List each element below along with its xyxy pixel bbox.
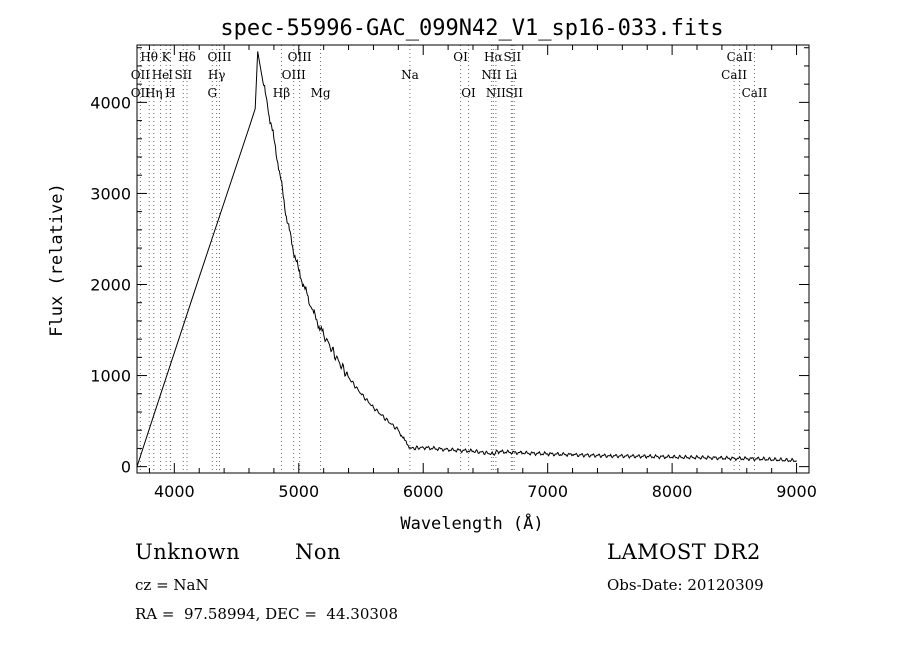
redshift-label: cz = NaN — [135, 576, 209, 594]
spectral-line-label: OI — [461, 86, 476, 100]
classification-label: Unknown — [135, 540, 241, 564]
spectral-line-label: Hβ — [273, 86, 290, 100]
spectral-line-label: K — [162, 50, 172, 64]
survey-label: LAMOST DR2 — [607, 540, 761, 564]
plot-frame — [136, 44, 810, 474]
spectral-line-label: SII — [503, 50, 521, 64]
spectral-line-label: CaII — [727, 50, 753, 64]
spectral-line-label: Hα — [484, 50, 503, 64]
spectral-line-label: Mg — [311, 86, 331, 100]
x-tick-label: 9000 — [776, 482, 817, 501]
spectral-line-label: OIII — [207, 50, 231, 64]
spectral-line-label: Hη — [145, 86, 163, 100]
spectral-line-label: NII — [481, 68, 501, 82]
spectral-line-label: He — [152, 68, 170, 82]
spectral-line-label: OIII — [282, 68, 306, 82]
spectral-line-label: OI — [453, 50, 468, 64]
spectral-line-label: I — [168, 68, 173, 82]
chart-title: spec-55996-GAC_099N42_V1_sp16-033.fits — [220, 16, 723, 41]
spectral-line-label: H — [165, 86, 175, 100]
spectral-line-label: OIII — [288, 50, 312, 64]
x-tick-label: 5000 — [278, 482, 319, 501]
axis-ticks: 4000 5000 6000 7000 8000 9000 0 1000 2000 3000 400… — [90, 45, 817, 501]
x-axis-label: Wavelength (Å) — [400, 512, 543, 534]
y-tick-label: 4000 — [90, 93, 131, 112]
y-tick-label: 3000 — [90, 184, 131, 203]
spectral-line-label: Hθ — [140, 50, 158, 64]
subclass-label: Non — [295, 540, 342, 564]
spectral-line-label: OII — [131, 86, 151, 100]
spectral-line-label: CaII — [742, 86, 768, 100]
x-tick-label: 4000 — [154, 482, 195, 501]
spectral-line-label: OII — [131, 68, 151, 82]
spectral-line-label: Na — [401, 68, 419, 82]
x-tick-label: 7000 — [527, 482, 568, 501]
spectral-line-label: CaII — [721, 68, 747, 82]
y-tick-label: 0 — [121, 458, 131, 477]
y-tick-label: 2000 — [90, 275, 131, 294]
y-tick-label: 1000 — [90, 367, 131, 386]
spectral-line-label: Li — [505, 68, 517, 82]
spectral-line-label: G — [207, 86, 217, 100]
x-tick-label: 6000 — [403, 482, 444, 501]
obs-date-label: Obs-Date: 20120309 — [607, 576, 764, 594]
spectral-line-label: NII — [486, 86, 506, 100]
y-axis-label: Flux (relative) — [47, 183, 67, 337]
spectral-line-label: Hδ — [178, 50, 196, 64]
spectral-line-label: SII — [505, 86, 523, 100]
spectral-line-label: Hγ — [208, 68, 226, 82]
spectral-line-label: SII — [174, 68, 192, 82]
coordinates-label: RA = 97.58994, DEC = 44.30308 — [135, 605, 399, 623]
spectrum-series — [136, 51, 797, 467]
x-tick-label: 8000 — [652, 482, 693, 501]
